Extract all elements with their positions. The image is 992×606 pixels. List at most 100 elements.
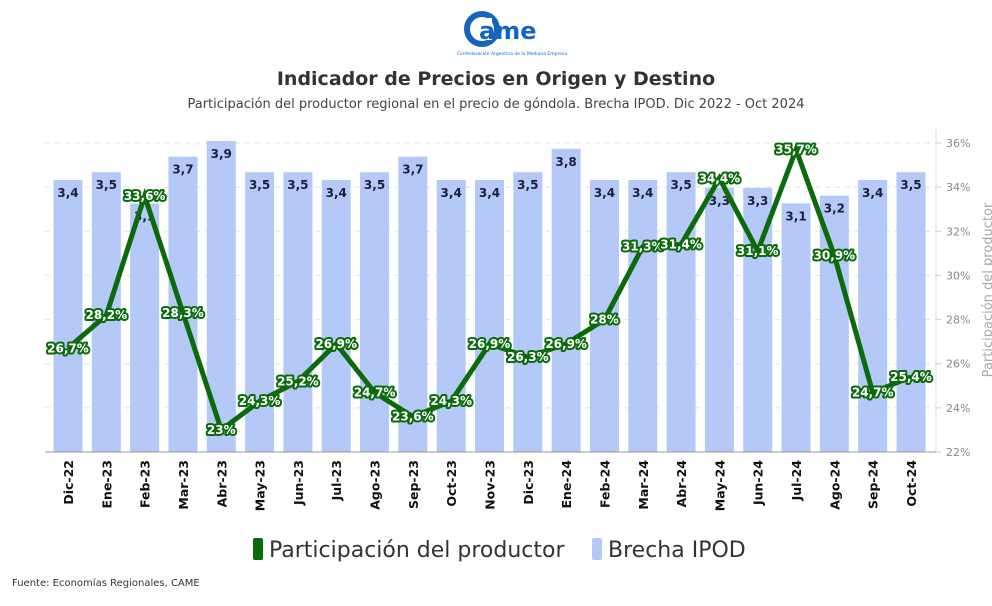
line-data-label: 24,3% (430, 394, 472, 408)
legend: Participación del productor Brecha IPOD (253, 538, 746, 563)
bar-data-label: 3,4 (441, 186, 462, 200)
x-tick-label: Abr-24 (674, 460, 689, 508)
bar (436, 180, 466, 452)
came-logo: ame Confederación Argentina de la Median… (457, 11, 567, 57)
bar-data-label: 3,5 (249, 178, 270, 192)
bar (53, 180, 83, 452)
line-data-label: 35,7% (775, 143, 817, 157)
line-data-label: 31,4% (660, 238, 702, 252)
x-tick-label: Dic-22 (61, 460, 76, 505)
bar-data-label: 3,3 (709, 194, 730, 208)
x-tick-label: Ago-23 (368, 460, 383, 510)
svg-text:Confederación Argentina de la: Confederación Argentina de la Mediana Em… (457, 50, 567, 57)
bar (398, 156, 428, 452)
line-data-label: 25,2% (277, 374, 319, 388)
svg-text:ame: ame (479, 17, 536, 45)
line-data-label: 28,3% (162, 306, 204, 320)
line-data-label: 26,9% (315, 337, 357, 351)
line-data-label: 26,7% (47, 341, 89, 355)
legend-swatch-participacion (253, 538, 263, 560)
line-data-label: 34,4% (699, 171, 741, 185)
bar-data-label: 3,4 (326, 186, 347, 200)
y-tick-label: 34% (946, 181, 970, 194)
x-tick-label: Ago-24 (827, 460, 842, 510)
line-data-label: 24,7% (354, 385, 396, 399)
bar-data-label: 3,5 (517, 178, 538, 192)
x-tick-label: Dic-23 (521, 460, 536, 505)
bar (896, 172, 926, 453)
bar (819, 195, 849, 452)
bar-data-label: 3,8 (556, 155, 577, 169)
bar-data-label: 3,4 (632, 186, 653, 200)
y-tick-label: 22% (946, 446, 970, 459)
x-tick-label: Jun-24 (751, 460, 766, 506)
bar (858, 180, 888, 452)
bar-data-label: 3,5 (96, 178, 117, 192)
chart-subtitle: Participación del productor regional en … (187, 97, 805, 112)
x-tick-label: Abr-23 (214, 460, 229, 507)
y-axis-right-ticks: 22% 24% 26% 28% 30% 32% 34% 36% (936, 137, 970, 459)
bar (283, 172, 313, 453)
series-line-participacion (66, 142, 912, 435)
bar (475, 180, 504, 452)
line-data-label: 24,7% (852, 385, 894, 399)
x-tick-label: Nov-23 (483, 460, 498, 510)
x-tick-label: Mar-24 (636, 460, 651, 510)
line-data-label: 26,3% (507, 350, 549, 364)
line-data-label: 33,6% (124, 189, 166, 203)
bar (130, 203, 160, 452)
chart-title: Indicador de Precios en Origen y Destino (276, 68, 716, 90)
bar-data-label: 3,7 (172, 163, 193, 177)
line-data-label: 31,1% (737, 244, 779, 258)
x-tick-label: Jul-24 (789, 460, 804, 502)
legend-label-brecha: Brecha IPOD (608, 538, 746, 563)
bar-data-label: 3,5 (287, 178, 308, 192)
bar (551, 148, 581, 452)
bar-data-label: 3,4 (594, 186, 615, 200)
line-data-label: 26,9% (545, 337, 587, 351)
line-data-label: 25,4% (890, 370, 932, 384)
bar-data-label: 3,4 (862, 186, 883, 200)
bar-data-label: 3,3 (747, 194, 768, 208)
bar-data-label: 3,1 (785, 209, 806, 223)
bar (513, 172, 543, 453)
source-footer: Fuente: Economías Regionales, CAME (12, 578, 200, 589)
y-tick-label: 36% (946, 137, 970, 150)
y-tick-label: 28% (946, 314, 970, 327)
bar (666, 172, 696, 453)
x-tick-label: Oct-24 (904, 460, 919, 507)
x-tick-label: Sep-23 (406, 460, 421, 509)
bar (321, 180, 351, 452)
x-tick-label: Feb-24 (597, 460, 612, 508)
x-tick-label: Ene-24 (559, 460, 574, 509)
y-tick-label: 32% (946, 225, 970, 238)
bar (628, 180, 658, 452)
legend-label-participacion: Participación del productor (269, 538, 565, 563)
x-tick-label: Jun-23 (291, 460, 306, 506)
legend-swatch-brecha (592, 538, 602, 560)
bar-data-label: 3,4 (57, 186, 78, 200)
line-data-label: 31,3% (622, 240, 664, 254)
x-axis-ticks: Dic-22 Ene-23 Feb-23 Mar-23 Abr-23 May-23 Jun-… (61, 460, 919, 512)
line-data-label: 23% (207, 423, 236, 437)
x-tick-label: Feb-23 (138, 460, 153, 508)
x-tick-label: May-24 (712, 460, 727, 512)
line-data-label: 26,9% (469, 337, 511, 351)
x-tick-label: Oct-23 (444, 460, 459, 507)
bar (704, 187, 734, 452)
x-tick-label: Ene-23 (99, 460, 114, 509)
bar-data-label: 3,9 (211, 147, 232, 161)
y-tick-label: 24% (946, 402, 970, 415)
line-data-label: 28,2% (85, 308, 127, 322)
bar (168, 156, 198, 452)
bar-data-label: 3,5 (900, 178, 921, 192)
line-data-label: 23,6% (392, 410, 434, 424)
bar-data-label: 3,5 (364, 178, 385, 192)
bar-data-label: 3,7 (402, 163, 423, 177)
line-labels: 26,7% 28,2% 33,6% 28,3% 23% 24,3% 25,2% 26,9% 24… (45, 141, 934, 439)
bar-data-label: 3,5 (670, 178, 691, 192)
y-tick-label: 30% (946, 269, 970, 282)
bar (360, 172, 390, 453)
y-tick-label: 26% (946, 358, 970, 371)
